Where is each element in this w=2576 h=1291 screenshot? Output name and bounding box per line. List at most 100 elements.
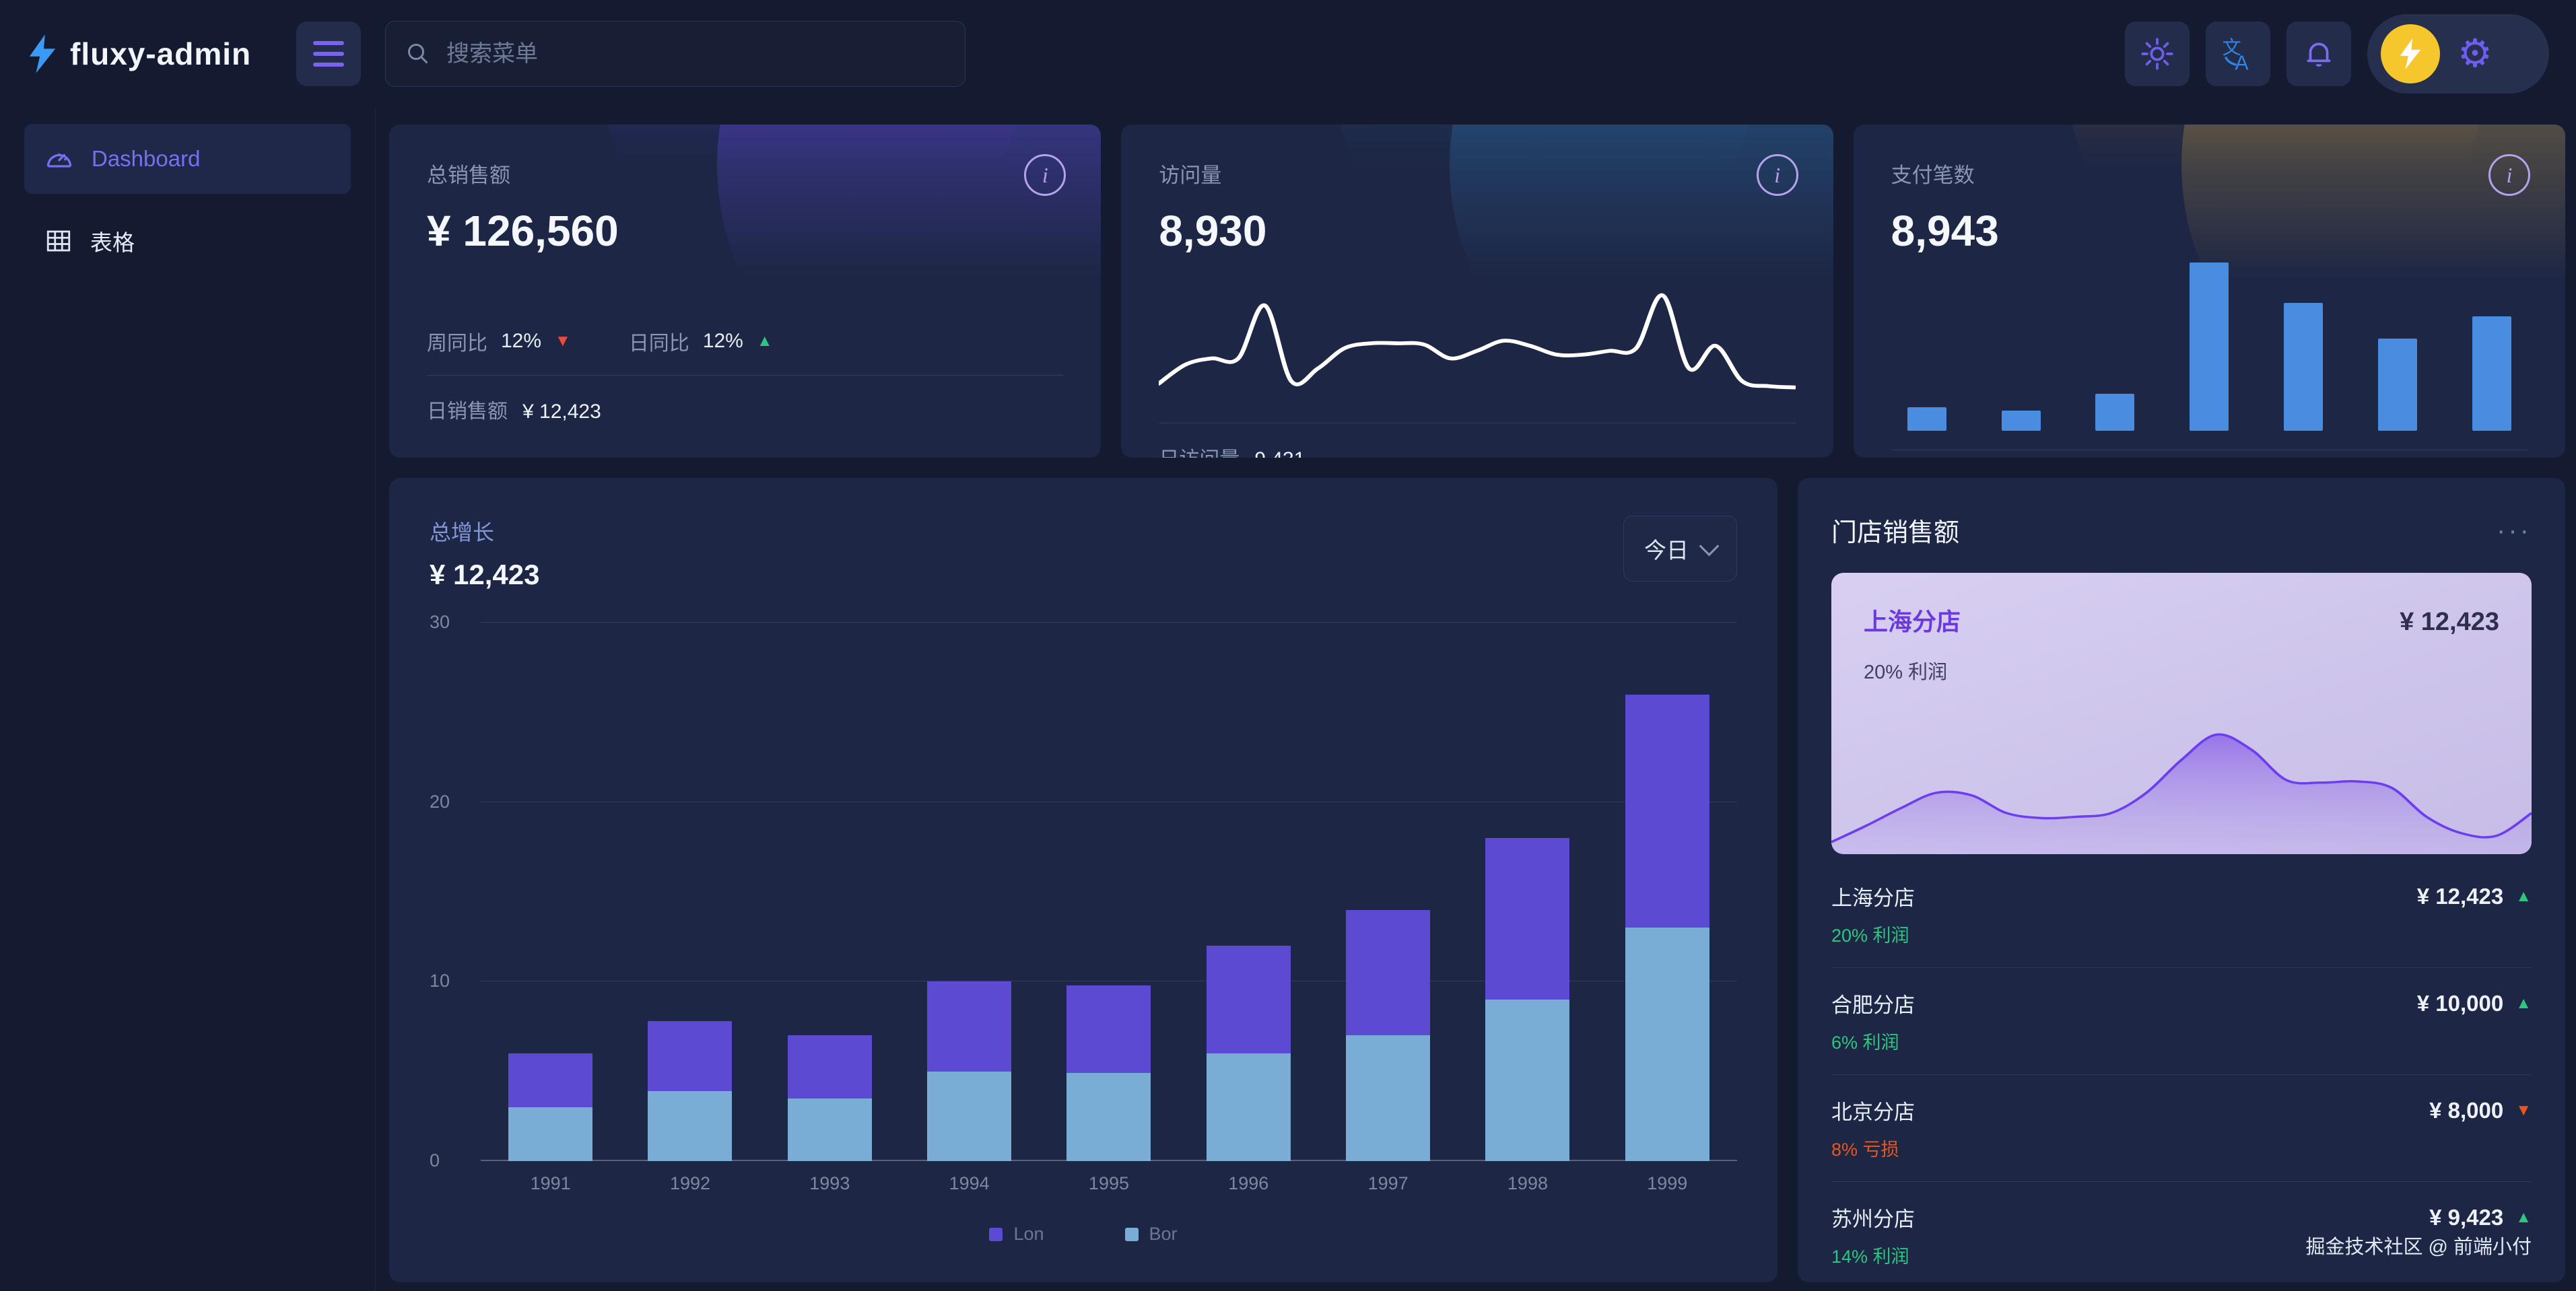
- store-row-top: 上海分店 ¥ 12,423 ▲: [1831, 881, 2532, 911]
- charts-row: 总增长 ¥ 12,423 今日 0 10 20 30 1991 1992 1993 1994…: [389, 478, 2565, 1282]
- legend-item-bor[interactable]: Bor: [1124, 1224, 1178, 1245]
- y-axis-tick: 20: [430, 791, 450, 812]
- store-list: 上海分店 ¥ 12,423 ▲ 20% 利润 合肥分店 ¥ 10,000 ▲ 6% 利润 北京分…: [1831, 861, 2532, 1282]
- x-axis-label: 1997: [1367, 1173, 1409, 1193]
- footer-label: 日销售额: [427, 400, 508, 423]
- growth-value: ¥ 12,423: [430, 559, 540, 590]
- bar-1998[interactable]: [1485, 838, 1570, 1161]
- stat-card-payments: i 支付笔数 8,943 转化率 2,421: [1853, 125, 2565, 458]
- store-card-title: 门店销售额: [1831, 519, 1960, 547]
- store-change: 20% 利润: [1831, 926, 1909, 946]
- bar-1999[interactable]: [1625, 694, 1709, 1161]
- y-axis-tick: 30: [430, 612, 450, 632]
- bar-segment-lon: [1346, 909, 1431, 1036]
- bar-segment-lon: [787, 1035, 872, 1098]
- date-range-label: 今日: [1644, 538, 1689, 563]
- featured-store-card[interactable]: 上海分店 ¥ 12,423 20% 利润: [1831, 573, 2532, 854]
- mini-bar: [1907, 407, 1946, 431]
- stat-card-visits: i 访问量 8,930 日访问量 9,431: [1121, 125, 1833, 458]
- featured-store-value: ¥ 12,423: [2400, 608, 2499, 636]
- theme-light-button[interactable]: [2125, 22, 2190, 86]
- notifications-button[interactable]: [2286, 22, 2351, 86]
- store-row[interactable]: 北京分店 ¥ 8,000 ▼ 8% 亏损: [1831, 1074, 2532, 1181]
- active-theme-indicator[interactable]: [2381, 24, 2440, 83]
- store-row[interactable]: 上海分店 ¥ 12,423 ▲ 20% 利润: [1831, 861, 2532, 967]
- divider: [427, 375, 1064, 376]
- store-name: 上海分店: [1831, 886, 1915, 910]
- x-axis-labels: 1991 1992 1993 1994 1995 1996 1997 1998 1999: [481, 1173, 1737, 1194]
- menu-collapse-button[interactable]: [296, 22, 361, 86]
- bar-segment-bor: [1066, 1073, 1151, 1161]
- language-switch-button[interactable]: 文 A: [2206, 22, 2270, 86]
- store-row[interactable]: 苏州分店 ¥ 9,423 ▲ 14% 利润: [1831, 1181, 2532, 1282]
- sidebar-item-dashboard[interactable]: Dashboard: [24, 124, 351, 194]
- store-value: ¥ 9,423: [2429, 1204, 2504, 1230]
- store-name: 北京分店: [1831, 1101, 1915, 1124]
- featured-store-header: 上海分店 ¥ 12,423: [1864, 602, 2499, 637]
- store-change: 14% 利润: [1831, 1247, 1909, 1267]
- stat-value: ¥ 126,560: [427, 207, 619, 255]
- chevron-down-icon: [1699, 536, 1720, 556]
- search-icon: [408, 44, 428, 64]
- mini-bar: [2378, 338, 2418, 431]
- x-axis-label: 1996: [1228, 1173, 1269, 1193]
- y-axis-tick: 0: [430, 1150, 440, 1171]
- sun-icon: [2141, 38, 2173, 70]
- more-options-icon[interactable]: ···: [2497, 515, 2532, 545]
- date-range-dropdown[interactable]: 今日: [1623, 516, 1737, 582]
- store-name: 苏州分店: [1831, 1208, 1915, 1231]
- lightning-icon: [2400, 38, 2421, 69]
- topbar-actions: 文 A ⚙: [2125, 14, 2576, 94]
- growth-header: 总增长 ¥ 12,423 今日: [430, 516, 1737, 591]
- store-row[interactable]: 合肥分店 ¥ 10,000 ▲ 6% 利润: [1831, 967, 2532, 1074]
- decorative-circle: [603, 125, 1021, 286]
- stacked-bar-chart: 0 10 20 30: [430, 612, 1737, 1171]
- bar-1996[interactable]: [1206, 946, 1291, 1161]
- store-value: ¥ 10,000: [2416, 990, 2504, 1016]
- menu-search[interactable]: [385, 21, 965, 87]
- stat-footer: 日访问量 9,431: [1159, 442, 1795, 458]
- x-axis-label: 1999: [1647, 1173, 1688, 1193]
- growth-chart-card: 总增长 ¥ 12,423 今日 0 10 20 30 1991 1992 1993 1994…: [389, 478, 1777, 1282]
- bar-1997[interactable]: [1346, 909, 1431, 1161]
- trend-value: 12%: [501, 330, 542, 352]
- legend-swatch: [1124, 1227, 1139, 1241]
- bell-icon: [2307, 42, 2331, 67]
- gear-icon[interactable]: ⚙: [2458, 32, 2493, 75]
- theme-settings-toggle[interactable]: ⚙: [2367, 14, 2549, 94]
- dashboard-gauge-icon: [46, 153, 72, 168]
- info-icon[interactable]: i: [1756, 154, 1798, 196]
- mini-bar: [2472, 316, 2511, 431]
- main-content: i 总销售额 ¥ 126,560 周同比 12% ▼ 日同比 12% ▲ 日销售…: [389, 125, 2565, 1291]
- hamburger-icon: [313, 41, 344, 67]
- bar-series: [481, 634, 1737, 1161]
- bar-1992[interactable]: [648, 1021, 733, 1161]
- store-name: 合肥分店: [1831, 993, 1915, 1017]
- bar-1995[interactable]: [1066, 985, 1151, 1161]
- topbar: fluxy-admin: [0, 0, 2576, 108]
- mini-bar: [2284, 303, 2324, 431]
- trend-up-icon: ▲: [2515, 993, 2532, 1012]
- mini-bar: [2095, 394, 2135, 431]
- trend-label: 日同比: [628, 333, 689, 355]
- footer-value: 9,431: [1254, 448, 1305, 458]
- info-icon[interactable]: i: [1024, 154, 1066, 196]
- visits-sparkline-chart: [1159, 263, 1796, 404]
- legend-item-lon[interactable]: Lon: [989, 1224, 1044, 1245]
- bar-segment-lon: [1625, 694, 1709, 928]
- featured-store-name: 上海分店: [1864, 608, 1961, 635]
- store-card-header: 门店销售额 ···: [1831, 512, 2532, 549]
- mini-bar: [2190, 263, 2229, 431]
- svg-text:文: 文: [2223, 37, 2241, 58]
- bar-1993[interactable]: [787, 1035, 872, 1161]
- bar-1994[interactable]: [927, 981, 1012, 1161]
- info-icon[interactable]: i: [2488, 154, 2530, 196]
- store-value: ¥ 8,000: [2429, 1097, 2504, 1123]
- search-input[interactable]: [445, 40, 945, 68]
- bar-1991[interactable]: [508, 1053, 593, 1161]
- sidebar-item-label: Dashboard: [92, 146, 201, 171]
- trend-label: 周同比: [427, 333, 487, 355]
- brand-name: fluxy-admin: [70, 36, 252, 71]
- sidebar-item-table[interactable]: 表格: [24, 206, 351, 276]
